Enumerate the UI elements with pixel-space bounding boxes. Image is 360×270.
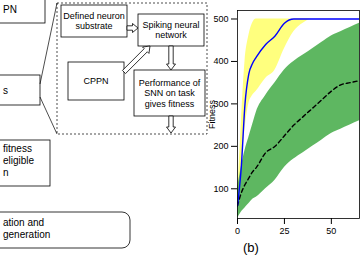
svg-text:network: network xyxy=(155,30,187,40)
svg-text:300: 300 xyxy=(213,98,229,109)
svg-text:100: 100 xyxy=(213,184,228,194)
svg-text:200: 200 xyxy=(213,141,228,151)
svg-text:400: 400 xyxy=(213,56,228,66)
svg-text:Spiking neural: Spiking neural xyxy=(142,20,199,30)
svg-text:eligible: eligible xyxy=(3,155,35,166)
svg-text:PN: PN xyxy=(3,4,17,15)
svg-text:Fitness: Fitness xyxy=(207,99,217,129)
svg-text:SNN on task: SNN on task xyxy=(144,88,195,98)
svg-text:gives fitness: gives fitness xyxy=(145,99,195,109)
svg-text:n: n xyxy=(3,167,9,178)
svg-text:25: 25 xyxy=(279,226,289,236)
svg-text:ation and: ation and xyxy=(3,217,44,228)
svg-text:fitness: fitness xyxy=(3,143,32,154)
svg-text:Performance of: Performance of xyxy=(139,78,201,88)
html-text:(b): (b) xyxy=(243,240,259,255)
svg-text:0: 0 xyxy=(235,226,240,236)
svg-text:generation: generation xyxy=(3,229,50,240)
svg-text:s: s xyxy=(3,85,8,96)
svg-text:500: 500 xyxy=(213,14,228,24)
svg-text:Defined neuron: Defined neuron xyxy=(63,11,125,21)
svg-text:CPPN: CPPN xyxy=(83,76,108,86)
svg-text:50: 50 xyxy=(326,226,336,236)
svg-text:substrate: substrate xyxy=(75,21,112,31)
